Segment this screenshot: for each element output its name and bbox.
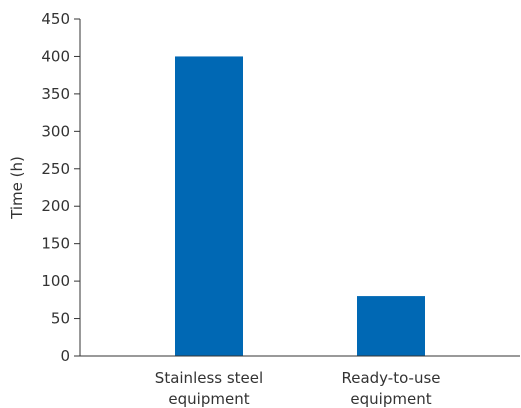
y-tick-label: 400 xyxy=(41,47,70,65)
y-tick-label: 300 xyxy=(41,122,70,140)
y-axis-ticks: 0 50 100 150 200 250 300 350 400 450 xyxy=(41,10,80,365)
bar xyxy=(175,56,243,356)
x-category-label-line: Ready-to-use xyxy=(341,369,440,387)
y-tick-label: 250 xyxy=(41,160,70,178)
x-category-label: Ready-to-use equipment xyxy=(341,369,440,408)
y-axis-title: Time (h) xyxy=(8,156,26,220)
y-tick-label: 350 xyxy=(41,85,70,103)
bar xyxy=(357,296,425,356)
x-category-label-line: Stainless steel xyxy=(155,369,263,387)
y-tick-label: 100 xyxy=(41,272,70,290)
x-category-label-line: equipment xyxy=(350,390,431,408)
x-axis-labels: Stainless steel equipment Ready-to-use equi… xyxy=(155,369,441,408)
y-tick-label: 150 xyxy=(41,235,70,253)
y-tick-label: 50 xyxy=(51,310,70,328)
y-tick-label: 200 xyxy=(41,197,70,215)
bars xyxy=(175,56,425,356)
x-category-label-line: equipment xyxy=(168,390,249,408)
x-category-label: Stainless steel equipment xyxy=(155,369,263,408)
y-tick-label: 0 xyxy=(60,347,70,365)
y-tick-label: 450 xyxy=(41,10,70,28)
